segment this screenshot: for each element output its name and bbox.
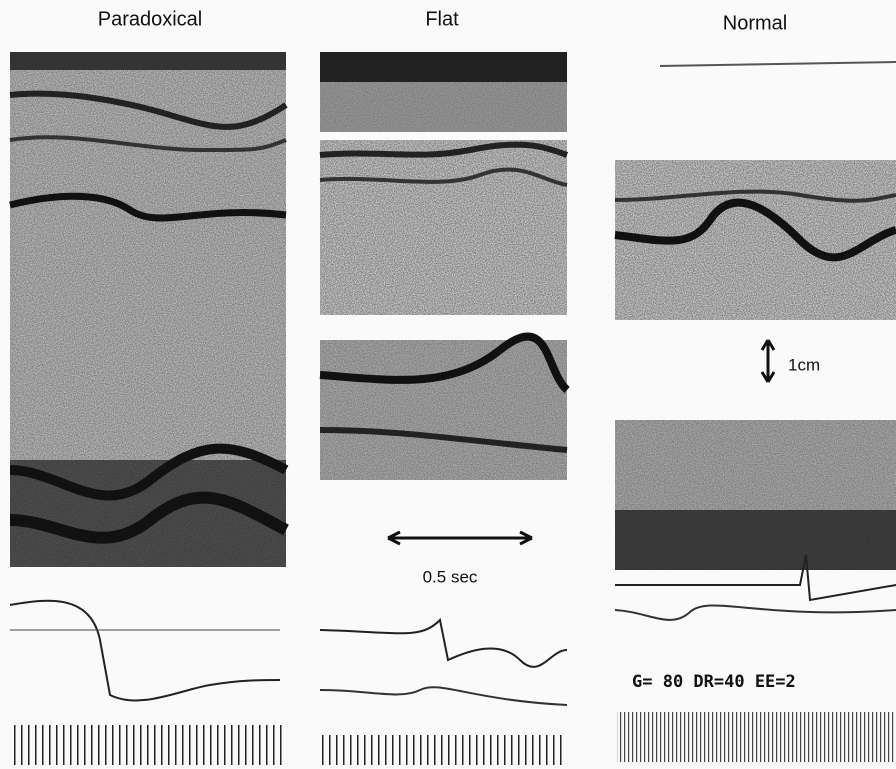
echo-panel-flat <box>319 52 570 765</box>
distance-scale-label: 1cm <box>788 355 820 374</box>
time-scale-label: 0.5 sec <box>423 567 478 586</box>
panel-title: Flat <box>425 8 459 30</box>
panel-title: Normal <box>723 12 787 34</box>
echo-panel-normal <box>614 61 896 762</box>
panel-title: Paradoxical <box>98 8 203 30</box>
echo-panel-paradoxical <box>9 52 289 765</box>
machine-settings: G= 80 DR=40 EE=2 <box>632 672 796 692</box>
